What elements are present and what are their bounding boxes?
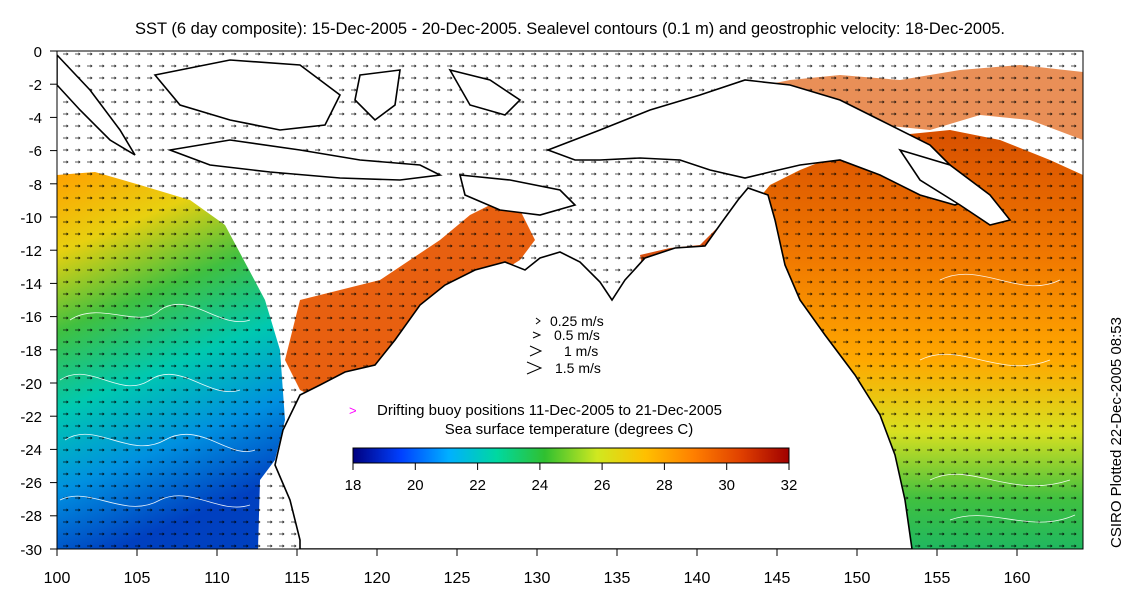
colorbar-tick-label: 28 xyxy=(656,477,673,494)
colorbar-tick-label: 26 xyxy=(594,477,611,494)
y-tick-label: -30 xyxy=(20,542,42,559)
y-tick-label: -22 xyxy=(20,409,42,426)
borneo-landmass xyxy=(153,59,342,131)
buoy-legend-label: Drifting buoy positions 11-Dec-2005 to 2… xyxy=(377,402,722,419)
maluku-islands xyxy=(448,68,522,116)
x-tick-label: 110 xyxy=(204,570,230,587)
colorbar-bar xyxy=(352,447,790,464)
y-axis: 0 -2 -4 -6 -8 -10 -12 -14 -16 -18 -20 -2… xyxy=(20,44,57,559)
y-tick-label: -12 xyxy=(20,243,42,260)
x-axis: 100 105 110 115 120 125 130 135 140 145 … xyxy=(44,549,1031,587)
colorbar-title: Sea surface temperature (degrees C) xyxy=(445,421,693,438)
velocity-legend-label: 1 m/s xyxy=(564,343,598,359)
buoy-symbol: > xyxy=(349,403,357,418)
y-tick-label: -8 xyxy=(29,177,42,194)
velocity-legend-label: 1.5 m/s xyxy=(555,360,601,376)
velocity-legend: 0.25 m/s 0.5 m/s 1 m/s 1.5 m/s xyxy=(526,313,604,376)
colorbar-tick-label: 22 xyxy=(469,477,486,494)
x-tick-label: 120 xyxy=(364,570,391,587)
colorbar-tick-label: 32 xyxy=(781,477,798,494)
x-tick-label: 145 xyxy=(764,570,791,587)
colorbar-tick-label: 18 xyxy=(345,477,362,494)
y-tick-label: -4 xyxy=(29,110,42,127)
new-guinea-landmass xyxy=(545,79,982,206)
solomon-islands xyxy=(898,148,1012,226)
y-tick-label: 0 xyxy=(34,44,42,61)
colorbar: Sea surface temperature (degrees C) 18 2… xyxy=(345,421,798,494)
y-tick-label: -16 xyxy=(20,309,42,326)
map-title: SST (6 day composite): 15-Dec-2005 - 20-… xyxy=(134,20,1006,38)
y-tick-label: -26 xyxy=(20,475,42,492)
sulawesi-landmass xyxy=(354,69,401,122)
y-tick-label: -20 xyxy=(20,376,42,393)
x-tick-label: 100 xyxy=(44,570,71,587)
colorbar-tick-label: 20 xyxy=(407,477,424,494)
nusa-tenggara-islands xyxy=(458,174,577,216)
y-tick-label: -2 xyxy=(29,77,42,94)
velocity-legend-arrow xyxy=(526,361,543,375)
y-tick-label: -28 xyxy=(20,508,42,525)
velocity-legend-label: 0.5 m/s xyxy=(554,327,600,343)
y-tick-label: -24 xyxy=(20,442,42,459)
velocity-legend-arrow xyxy=(535,317,541,325)
x-tick-label: 115 xyxy=(284,570,310,587)
colorbar-tick-label: 30 xyxy=(718,477,735,494)
x-tick-label: 130 xyxy=(524,570,551,587)
x-tick-label: 155 xyxy=(924,570,951,587)
x-tick-label: 105 xyxy=(124,570,151,587)
y-tick-label: -18 xyxy=(20,343,42,360)
x-tick-label: 125 xyxy=(444,570,471,587)
plot-area xyxy=(57,51,1083,549)
velocity-legend-arrow xyxy=(529,345,543,357)
y-tick-label: -6 xyxy=(29,143,42,160)
x-tick-label: 150 xyxy=(844,570,871,587)
y-tick-label: -14 xyxy=(20,276,42,293)
java-landmass xyxy=(166,139,443,181)
sealevel-contours xyxy=(59,273,1076,523)
plot-frame xyxy=(56,50,1084,550)
y-tick-label: -10 xyxy=(20,210,42,227)
sumatra-landmass xyxy=(57,53,136,156)
buoy-legend: > Drifting buoy positions 11-Dec-2005 to… xyxy=(349,402,722,419)
x-tick-label: 160 xyxy=(1004,570,1031,587)
x-tick-label: 135 xyxy=(604,570,631,587)
x-tick-label: 140 xyxy=(684,570,711,587)
colorbar-tick-label: 24 xyxy=(532,477,549,494)
velocity-legend-arrow xyxy=(532,331,542,339)
velocity-legend-label: 0.25 m/s xyxy=(550,313,604,329)
